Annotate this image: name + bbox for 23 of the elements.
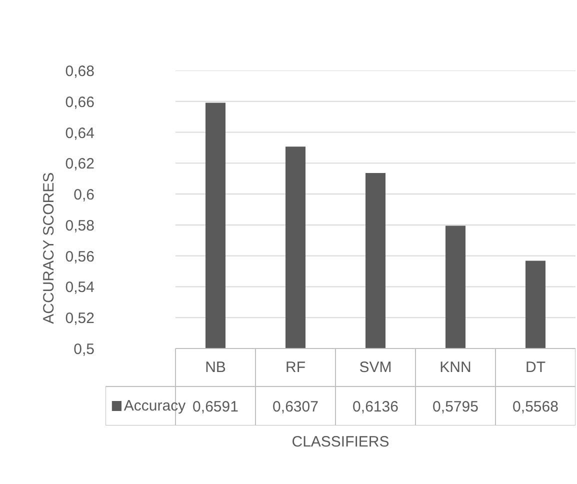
data-label: 0,6136 <box>352 398 398 416</box>
data-label: 0,6307 <box>272 398 318 416</box>
x-tick-label: RF <box>286 359 306 376</box>
y-tick-label: 0,52 <box>65 310 95 328</box>
x-tick-label: NB <box>205 359 226 376</box>
y-tick-label: 0,66 <box>65 94 95 111</box>
x-axis-title: CLASSIFIERS <box>292 434 390 450</box>
x-tick-label: SVM <box>359 359 392 376</box>
data-label: 0,5568 <box>512 398 558 416</box>
y-tick-label: 0,62 <box>65 156 95 173</box>
x-tick-label: DT <box>526 359 546 376</box>
legend-label: Accuracy <box>124 398 186 414</box>
y-tick-label: 0,68 <box>65 63 95 80</box>
y-tick-label: 0,58 <box>65 217 95 234</box>
data-label: 0,5795 <box>432 398 478 416</box>
y-tick-label: 0,6 <box>74 186 95 204</box>
x-tick-label: KNN <box>440 359 472 376</box>
y-tick-label: 0,64 <box>65 124 95 142</box>
data-label: 0,6591 <box>192 398 238 416</box>
y-tick-label: 0,5 <box>74 341 95 358</box>
y-tick-label: 0,56 <box>65 248 95 266</box>
y-axis-title: ACCURACY SCORES <box>40 172 58 324</box>
y-tick-label: 0,54 <box>65 279 95 296</box>
